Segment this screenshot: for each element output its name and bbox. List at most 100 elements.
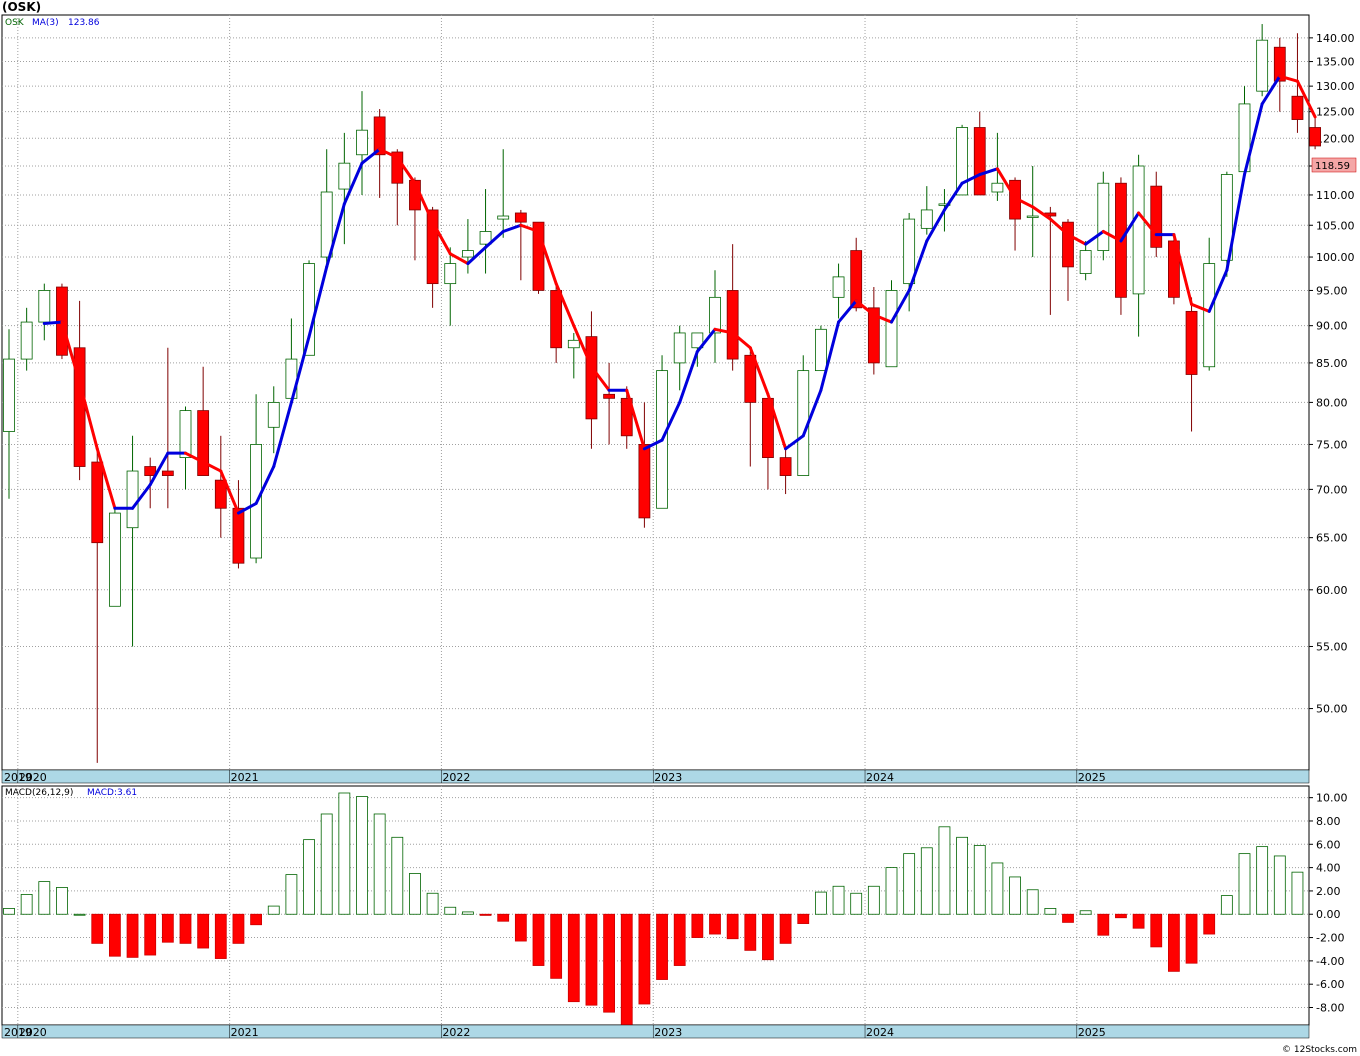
- ma-line-segment: [78, 380, 99, 451]
- candle-down: [514, 212, 527, 223]
- price-tick-label: 95.00: [1316, 284, 1348, 297]
- candle-up: [1203, 263, 1216, 368]
- macd-bar-positive: [956, 836, 968, 915]
- candle-up: [3, 358, 15, 432]
- candle-down: [638, 444, 651, 519]
- price-year-label: 2020: [19, 771, 47, 784]
- ma-line-segment: [413, 181, 435, 224]
- macd-tick-label: 6.00: [1316, 838, 1341, 851]
- macd-tick-label: -8.00: [1316, 1002, 1344, 1015]
- candle-down: [726, 290, 739, 360]
- macd-bar-negative: [744, 913, 757, 951]
- macd-tick-label: 0.00: [1316, 908, 1341, 921]
- macd-bar-positive: [73, 913, 86, 916]
- price-tick-label: 135.00: [1316, 56, 1355, 69]
- ma-line-segment: [1207, 268, 1229, 313]
- ma-line-segment: [960, 173, 982, 185]
- candle-up: [109, 512, 121, 607]
- ma-line-segment: [678, 350, 699, 404]
- ma-line-segment: [1225, 173, 1246, 272]
- price-tick-label: 80.00: [1316, 396, 1348, 409]
- ma-line-segment: [978, 167, 999, 177]
- candle-down: [603, 393, 615, 399]
- price-tick-label: 140.00: [1316, 32, 1355, 45]
- macd-bar-negative: [126, 913, 139, 958]
- ma-line-segment: [1048, 217, 1070, 237]
- candle-up: [709, 296, 721, 334]
- macd-bar-positive: [56, 887, 68, 915]
- candle-up: [126, 470, 139, 529]
- candle-up: [832, 276, 845, 298]
- ma-line-segment: [1172, 233, 1194, 306]
- macd-date-axis: [1, 1024, 1310, 1039]
- macd-bar-positive: [38, 881, 51, 915]
- macd-bar-negative: [779, 913, 792, 944]
- ma-line-segment: [748, 346, 770, 396]
- price-tick-label: 85.00: [1316, 357, 1348, 370]
- macd-bar-positive: [1238, 853, 1251, 915]
- ma-line-segment: [1013, 196, 1035, 209]
- candle-up: [956, 127, 968, 196]
- ma-line-segment: [484, 229, 505, 249]
- macd-bar-negative: [709, 913, 721, 935]
- chart-title: (OSK): [2, 0, 41, 14]
- ma-line-segment: [731, 331, 752, 350]
- macd-bar-positive: [867, 885, 880, 915]
- macd-year-label: 2020: [19, 1026, 47, 1039]
- ma-line-segment: [837, 299, 858, 324]
- last-price-label: 118.59: [1315, 161, 1350, 172]
- candle-up: [1220, 174, 1233, 261]
- ma-line-segment: [1084, 229, 1105, 246]
- macd-bar-positive: [850, 892, 863, 915]
- candle-up: [1097, 182, 1110, 251]
- ma-line-segment: [272, 400, 293, 469]
- price-year-label: 2023: [654, 771, 682, 784]
- macd-bar-positive: [1220, 895, 1233, 915]
- macd-tick-label: 8.00: [1316, 815, 1341, 828]
- macd-bar-negative: [1168, 913, 1180, 972]
- macd-bar-positive: [815, 891, 827, 915]
- macd-tick-label: -6.00: [1316, 978, 1344, 991]
- macd-bar-positive: [3, 908, 15, 915]
- price-tick-label: 70.00: [1316, 483, 1348, 496]
- ma-line-segment: [995, 167, 1017, 200]
- candle-down: [779, 457, 792, 476]
- ma-line-segment: [184, 451, 205, 464]
- candle-up: [815, 328, 827, 372]
- candle-up: [444, 263, 457, 285]
- ma-line-segment: [519, 223, 540, 233]
- macd-bar-positive: [991, 862, 1004, 915]
- candle-down: [850, 250, 863, 309]
- ma-line-segment: [642, 438, 664, 451]
- candle-up: [1079, 250, 1092, 274]
- macd-legend-label: MACD(26,12,9): [5, 788, 73, 798]
- macd-bar-positive: [356, 796, 368, 915]
- macd-bar-negative: [109, 913, 121, 957]
- candle-up: [691, 332, 704, 349]
- macd-bar-positive: [903, 853, 916, 915]
- ma-line-segment: [1137, 211, 1158, 237]
- candle-down: [1062, 221, 1074, 268]
- macd-bar-negative: [673, 913, 686, 966]
- macd-bar-negative: [550, 913, 563, 979]
- macd-tick-label: -2.00: [1316, 932, 1344, 945]
- macd-bar-negative: [144, 913, 157, 956]
- macd-bar-negative: [1097, 913, 1110, 936]
- ma-line-segment: [925, 208, 946, 243]
- candle-up: [338, 162, 351, 190]
- macd-bar-negative: [656, 913, 668, 980]
- macd-bar-positive: [20, 894, 33, 915]
- macd-bar-negative: [726, 913, 739, 940]
- candle-up: [673, 332, 686, 364]
- macd-tick-label: 10.00: [1316, 792, 1348, 805]
- price-tick-label: 60.00: [1316, 584, 1348, 597]
- macd-bar-positive: [1044, 908, 1057, 915]
- ma-line-segment: [1031, 205, 1052, 221]
- candle-down: [373, 116, 386, 156]
- candle-down: [91, 461, 104, 544]
- price-plot-area: [1, 14, 1310, 771]
- macd-bar-positive: [444, 906, 457, 915]
- candle-up: [885, 290, 898, 368]
- macd-bar-negative: [620, 913, 633, 1027]
- price-date-axis: [1, 769, 1310, 784]
